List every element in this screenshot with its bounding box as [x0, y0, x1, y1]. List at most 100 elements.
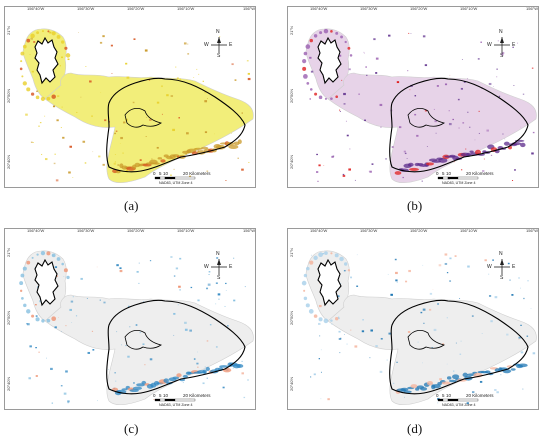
land-cover-patch: [204, 366, 206, 368]
west-coast-patch: [344, 40, 347, 44]
land-cover-patch: [176, 77, 179, 80]
west-coast-patch: [313, 34, 318, 38]
coastal-band-patch: [160, 159, 166, 163]
land-cover-patch: [442, 343, 445, 345]
land-cover-patch: [72, 296, 74, 298]
land-cover-patch: [207, 98, 208, 99]
central-maui-landmass: [327, 72, 537, 183]
land-cover-patch: [102, 163, 105, 166]
map-panel-b: 156°40'W 156°30'W 156°20'W 156°10'W 156°W 21°…: [283, 0, 543, 190]
land-cover-patch: [506, 333, 509, 336]
land-cover-patch: [35, 347, 37, 349]
crater-boundary: [407, 329, 445, 350]
land-cover-patch: [339, 109, 341, 111]
land-cover-patch: [120, 136, 123, 140]
land-cover-patch: [486, 129, 489, 132]
land-cover-patch: [170, 95, 174, 98]
west-coast-patch: [318, 252, 323, 258]
land-cover-patch: [467, 111, 469, 113]
west-maui-boundary: [317, 36, 342, 85]
land-cover-patch: [358, 93, 360, 95]
land-cover-patch: [512, 46, 514, 49]
west-coast-patch: [19, 281, 24, 286]
west-maui-boundary: [34, 258, 59, 307]
land-cover-patch: [30, 37, 33, 40]
scale-tick-label: 10: [446, 393, 452, 398]
west-coast-patch: [335, 95, 339, 99]
land-cover-patch: [149, 119, 152, 121]
coastal-band-patch: [452, 374, 460, 380]
map-frame: 156°40'W 156°30'W 156°20'W 156°10'W 156°W 21°…: [4, 6, 256, 188]
north-arrow-icon: [211, 37, 227, 53]
datum-label: NAD83, UTM Zone 4: [442, 403, 476, 407]
land-cover-patch: [518, 338, 520, 340]
west-coast-patch: [63, 268, 68, 273]
scale-tick-label: 5: [159, 171, 162, 176]
land-cover-patch: [149, 260, 152, 262]
compass-letter-w: W: [487, 42, 492, 48]
land-cover-patch: [323, 165, 325, 166]
land-cover-patch: [145, 117, 147, 118]
land-cover-patch: [170, 174, 172, 176]
land-cover-patch: [91, 115, 93, 117]
datum-label: NAD83, UTM Zone 4: [159, 181, 193, 185]
land-cover-patch: [518, 336, 521, 339]
land-cover-patch: [116, 264, 119, 267]
land-cover-patch: [501, 51, 505, 55]
scale-tick-label: 20 Kilometers: [466, 171, 494, 176]
land-cover-patch: [187, 43, 189, 45]
longitude-label: 156°40'W: [310, 228, 328, 233]
land-cover-patch: [338, 316, 340, 318]
west-coast-patch: [60, 40, 65, 44]
land-cover-patch: [449, 257, 452, 260]
west-coast-patch: [31, 314, 35, 318]
land-cover-patch: [356, 254, 358, 256]
longitude-label: 156°W: [526, 228, 539, 233]
land-cover-patch: [197, 299, 200, 302]
map-frame: 156°40'W 156°30'W 156°20'W 156°10'W 156°W 21°…: [4, 228, 256, 410]
west-coast-patch: [324, 97, 327, 100]
land-cover-patch: [113, 162, 116, 165]
land-cover-patch: [361, 330, 365, 333]
west-coast-patch: [303, 51, 308, 56]
land-cover-patch: [233, 299, 236, 302]
land-cover-patch: [422, 264, 424, 266]
land-cover-patch: [420, 311, 423, 314]
west-coast-patch: [40, 250, 46, 256]
land-cover-patch: [488, 273, 490, 275]
land-cover-patch: [29, 345, 32, 348]
land-cover-patch: [225, 290, 227, 291]
land-cover-patch: [405, 280, 408, 283]
west-coast-patch: [302, 59, 307, 64]
land-cover-patch: [204, 100, 208, 103]
coastal-band-patch: [426, 162, 434, 166]
land-cover-patch: [188, 175, 192, 178]
land-cover-patch: [396, 81, 400, 84]
coastal-band-patch: [484, 370, 491, 374]
land-cover-patch: [496, 68, 498, 70]
land-cover-patch: [388, 34, 391, 37]
land-cover-patch: [338, 54, 342, 57]
coastal-band-patch: [193, 147, 203, 150]
west-coast-patch: [306, 82, 310, 85]
land-cover-patch: [365, 66, 367, 68]
longitude-label: 156°30'W: [360, 228, 378, 233]
longitude-label: 156°10'W: [177, 228, 195, 233]
land-cover-patch: [69, 308, 72, 311]
west-coast-patch: [303, 289, 306, 292]
land-cover-patch: [202, 80, 204, 82]
land-cover-patch: [482, 170, 485, 172]
land-cover-patch: [348, 168, 351, 171]
land-cover-patch: [532, 352, 536, 355]
west-coast-patch: [26, 38, 31, 43]
land-cover-patch: [127, 305, 130, 308]
land-cover-patch: [193, 358, 196, 360]
west-coast-patch: [308, 309, 314, 314]
land-cover-patch: [35, 304, 37, 306]
land-cover-patch: [67, 402, 69, 404]
land-cover-patch: [231, 63, 234, 66]
land-cover-patch: [366, 74, 368, 76]
land-cover-patch: [60, 385, 63, 387]
land-cover-patch: [120, 344, 123, 346]
land-cover-patch: [455, 342, 457, 344]
